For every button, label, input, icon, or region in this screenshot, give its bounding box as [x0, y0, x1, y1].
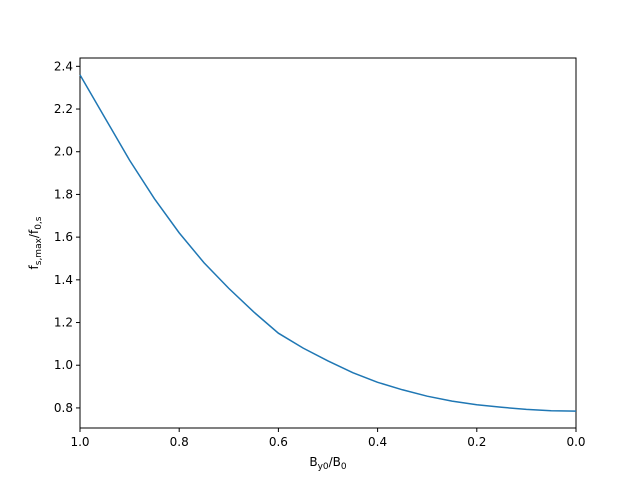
label-text: f — [27, 264, 41, 269]
label-subscript: 0,s — [34, 216, 44, 230]
y-tick-label: 2.4 — [54, 59, 73, 73]
y-tick-label: 2.0 — [54, 145, 73, 159]
plot-frame — [79, 57, 577, 429]
x-tick-label: 0.2 — [467, 435, 486, 449]
y-axis-label: fs,max/f0,s — [27, 216, 44, 269]
x-tick-label: 0.6 — [269, 435, 288, 449]
data-line — [79, 74, 577, 412]
y-tick-label: 2.2 — [54, 102, 73, 116]
y-tick-label: 1.0 — [54, 358, 73, 372]
x-tick-label: 0.4 — [368, 435, 387, 449]
label-text: /f — [27, 229, 41, 238]
x-tick-label: 0.0 — [566, 435, 585, 449]
label-subscript: 0 — [341, 462, 347, 472]
y-tick-label: 0.8 — [54, 401, 73, 415]
y-tick-label: 1.2 — [54, 316, 73, 330]
y-tick-label: 1.6 — [54, 230, 73, 244]
y-tick-label: 1.4 — [54, 273, 73, 287]
label-subscript: s,max — [34, 237, 44, 265]
label-text: /B — [329, 455, 341, 469]
label-text: B — [309, 455, 317, 469]
x-tick-label: 1.0 — [70, 435, 89, 449]
label-subscript: y0 — [318, 462, 329, 472]
x-tick-label: 0.8 — [170, 435, 189, 449]
x-axis-label: By0/B0 — [309, 455, 347, 472]
y-tick-label: 1.8 — [54, 187, 73, 201]
